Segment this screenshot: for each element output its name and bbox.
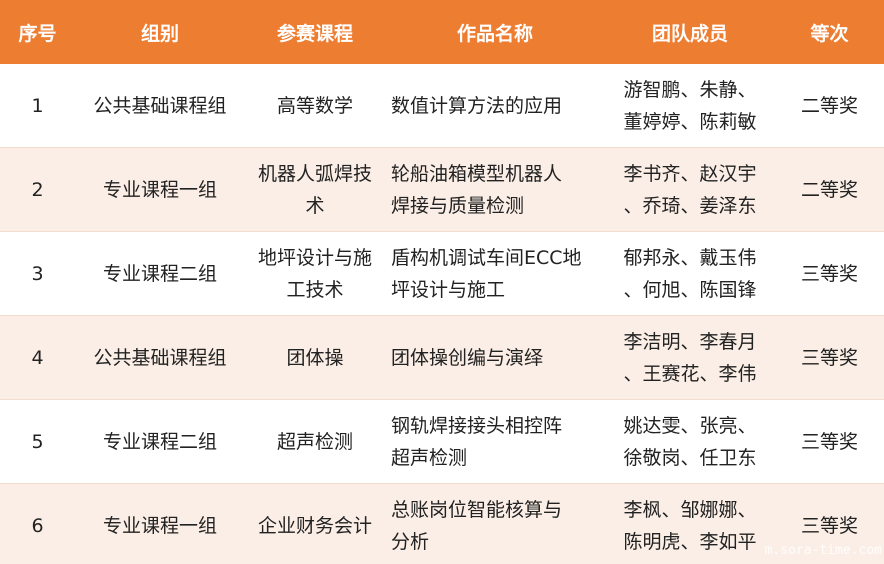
cell-team-members: 李洁明、李春月 、王赛花、李伟 (605, 315, 775, 400)
cell-group: 公共基础课程组 (75, 315, 245, 400)
cell-group: 专业课程一组 (75, 147, 245, 232)
cell-award: 三等奖 (800, 430, 858, 453)
cell-group: 专业课程一组 (75, 483, 245, 564)
cell-team-members: 李书齐、赵汉宇 、乔琦、姜泽东 (605, 147, 775, 232)
table-row: 3 专业课程二组 地坪设计与施 工技术 盾构机调试车间ECC地 坪设计与施工 郁邦永、戴… (0, 232, 884, 316)
cell-course: 高等数学 (276, 94, 353, 117)
cell-team-members: 姚达雯、张亮、 徐敬岗、任卫东 (623, 414, 757, 469)
cell-index: 1 (31, 94, 44, 117)
header-work-title: 作品名称 (385, 0, 605, 64)
table-row: 4 公共基础课程组 团体操 团体操创编与演绎 李洁明、李春月 、王赛花、李伟 三等奖 (0, 315, 884, 400)
cell-index: 3 (31, 262, 44, 285)
cell-course: 超声检测 (276, 430, 353, 453)
cell-team-members: 郁邦永、戴玉伟 、何旭、陈国锋 (623, 246, 757, 301)
cell-work-title: 数值计算方法的应用 (391, 94, 563, 117)
table-row: 5 专业课程二组 超声检测 钢轨焊接接头相控阵 超声检测 姚达雯、张亮、 徐敬岗、任卫东… (0, 400, 884, 484)
cell-index: 2 (0, 147, 75, 232)
cell-award: 三等奖 (775, 483, 884, 564)
cell-work-title: 钢轨焊接接头相控阵 超声检测 (391, 414, 563, 469)
cell-work-title: 轮船油箱模型机器人 焊接与质量检测 (385, 147, 605, 232)
table-row: 6 专业课程一组 企业财务会计 总账岗位智能核算与 分析 李枫、邹娜娜、 陈明虎、李如平… (0, 483, 884, 564)
cell-course: 机器人弧焊技 术 (245, 147, 385, 232)
header-row: 序号 组别 参赛课程 作品名称 团队成员 等次 (0, 0, 884, 64)
cell-work-title: 总账岗位智能核算与 分析 (385, 483, 605, 564)
cell-award: 三等奖 (775, 315, 884, 400)
cell-group: 公共基础课程组 (93, 94, 227, 117)
cell-team-members: 李枫、邹娜娜、 陈明虎、李如平 (605, 483, 775, 564)
cell-work-title: 盾构机调试车间ECC地 坪设计与施工 (391, 246, 582, 301)
cell-group: 专业课程二组 (102, 430, 217, 453)
cell-index: 5 (31, 430, 44, 453)
header-course: 参赛课程 (245, 0, 385, 64)
watermark: m.sora-time.com (764, 543, 882, 558)
cell-work-title: 团体操创编与演绎 (385, 315, 605, 400)
cell-award: 三等奖 (800, 262, 858, 285)
cell-team-members: 游智鹏、朱静、 董婷婷、陈莉敏 (623, 78, 757, 133)
cell-award: 二等奖 (800, 94, 858, 117)
cell-course: 团体操 (245, 315, 385, 400)
header-group: 组别 (75, 0, 245, 64)
header-award: 等次 (775, 0, 884, 64)
header-index: 序号 (0, 0, 75, 64)
cell-index: 6 (0, 483, 75, 564)
cell-group: 专业课程二组 (102, 262, 217, 285)
cell-course: 企业财务会计 (245, 483, 385, 564)
cell-course: 地坪设计与施 工技术 (257, 246, 372, 301)
table-row: 2 专业课程一组 机器人弧焊技 术轮船油箱模型机器人 焊接与质量检测 李书齐、赵汉宇 … (0, 147, 884, 232)
table-row: 1 公共基础课程组 高等数学 数值计算方法的应用 游智鹏、朱静、 董婷婷、陈莉敏 二等奖 (0, 64, 884, 148)
cell-award: 二等奖 (775, 147, 884, 232)
header-team-members: 团队成员 (605, 0, 775, 64)
cell-index: 4 (0, 315, 75, 400)
